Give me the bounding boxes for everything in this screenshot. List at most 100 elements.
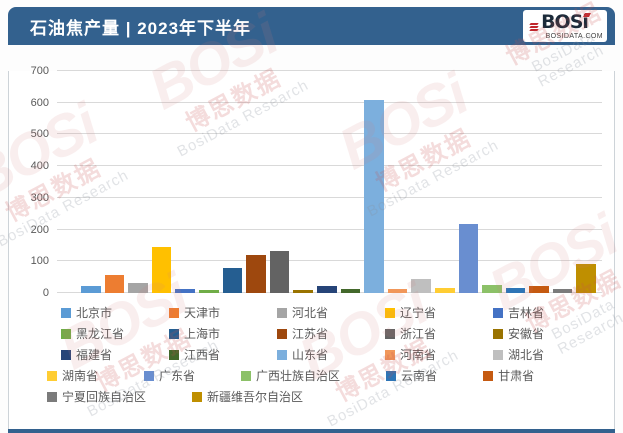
y-axis-tick-label: 0 xyxy=(42,287,49,299)
logo-stripes-icon xyxy=(529,22,539,31)
legend-swatch xyxy=(61,349,71,360)
chart-bar xyxy=(411,279,431,293)
legend-item: 浙江省 xyxy=(385,325,493,342)
logo-domain: BOSIDATA.COM xyxy=(545,32,603,40)
gridline xyxy=(57,133,602,135)
legend-swatch xyxy=(61,307,71,318)
legend-swatch xyxy=(493,307,503,318)
legend-label: 上海市 xyxy=(184,327,221,341)
legend-item: 河北省 xyxy=(277,304,385,321)
chart-bar xyxy=(364,99,384,293)
chart-bar xyxy=(482,285,502,293)
legend-label: 江苏省 xyxy=(292,327,329,341)
logo-text-i: i xyxy=(582,10,589,33)
chart-bar xyxy=(293,290,313,293)
chart-bar xyxy=(505,287,526,293)
legend-swatch xyxy=(385,307,395,318)
legend-label: 山东省 xyxy=(292,348,329,362)
bosi-logo: BOS i BOSIDATA.COM xyxy=(523,10,607,42)
legend-swatch xyxy=(61,328,71,339)
legend-swatch xyxy=(277,328,287,339)
page-title: 石油焦产量 | 2023年下半年 xyxy=(30,18,252,38)
legend-row: 黑龙江省 上海市 江苏省 浙江省 安徽省 xyxy=(9,323,614,344)
legend-item: 福建省 xyxy=(61,346,169,363)
legend-label: 广西壮族自治区 xyxy=(256,369,341,383)
legend-item: 黑龙江省 xyxy=(61,325,169,342)
legend-row: 北京市 天津市 河北省 辽宁省 吉林省 xyxy=(9,302,614,323)
chart-bar xyxy=(458,223,479,293)
plot-area: 0 100 200 300 400 500 600 700 xyxy=(31,65,602,299)
chart-bar xyxy=(269,250,290,293)
gridline xyxy=(57,260,602,262)
legend-swatch xyxy=(169,328,179,339)
y-axis-tick-label: 500 xyxy=(30,128,49,141)
gridline xyxy=(57,101,602,103)
legend-item: 安徽省 xyxy=(493,325,601,342)
legend-swatch xyxy=(385,349,395,360)
y-axis-tick-label: 300 xyxy=(30,191,49,204)
gridline xyxy=(57,228,602,230)
bosi-logo-wordmark: BOS i xyxy=(529,10,589,33)
gridline xyxy=(57,70,602,71)
legend-swatch xyxy=(47,391,57,402)
legend-item: 河南省 xyxy=(385,346,493,363)
chart-bar xyxy=(198,290,219,293)
logo-text: BOS xyxy=(541,10,583,33)
chart-bar xyxy=(434,287,455,293)
legend-label: 云南省 xyxy=(401,369,438,383)
legend-label: 广东省 xyxy=(159,369,196,383)
legend-label: 安徽省 xyxy=(508,327,545,341)
legend-label: 福建省 xyxy=(76,348,113,362)
legend-label: 辽宁省 xyxy=(400,306,437,320)
chart-bar xyxy=(81,286,101,293)
legend-label: 吉林省 xyxy=(508,306,545,320)
legend-item: 江西省 xyxy=(169,346,277,363)
chart-bar xyxy=(316,285,337,293)
legend-item: 辽宁省 xyxy=(385,304,493,321)
legend-swatch xyxy=(169,349,179,360)
header-bar: 石油焦产量 | 2023年下半年 BOS i BOSIDATA.COM xyxy=(8,7,615,45)
legend-row: 宁夏回族自治区 新疆维吾尔自治区 xyxy=(9,386,614,407)
legend-row: 福建省 江西省 山东省 河南省 湖北省 xyxy=(9,344,614,365)
legend-swatch xyxy=(483,370,494,381)
legend-item: 吉林省 xyxy=(493,304,601,321)
gridline xyxy=(57,196,602,198)
legend-item: 湖南省 xyxy=(47,367,98,384)
gridline xyxy=(57,165,602,167)
legend-label: 河北省 xyxy=(292,306,329,320)
legend-swatch xyxy=(386,370,397,381)
bars-group xyxy=(81,41,597,293)
legend-label: 天津市 xyxy=(184,306,221,320)
legend-label: 浙江省 xyxy=(400,327,437,341)
legend-swatch xyxy=(241,370,252,381)
legend-item: 广东省 xyxy=(144,367,195,384)
chart-bar xyxy=(151,247,172,293)
y-axis-tick-label: 600 xyxy=(30,96,49,109)
legend-label: 湖南省 xyxy=(62,369,99,383)
legend-label: 黑龙江省 xyxy=(76,327,125,341)
legend-swatch xyxy=(144,370,155,381)
chart-bar xyxy=(246,254,266,293)
chart-bar xyxy=(552,288,573,293)
legend-label: 新疆维吾尔自治区 xyxy=(207,390,304,404)
y-axis-tick-label: 200 xyxy=(30,223,49,236)
legend-label: 河南省 xyxy=(400,348,437,362)
chart-bar xyxy=(104,274,125,293)
legend-swatch xyxy=(169,307,179,318)
legend-row: 湖南省 广东省 广西壮族自治区 云南省 甘肃省 xyxy=(9,365,614,386)
y-axis-tick-label: 700 xyxy=(30,65,49,77)
legend-swatch xyxy=(493,328,503,339)
legend-swatch xyxy=(277,349,287,360)
chart-bar xyxy=(576,264,597,293)
chart-card: 石油焦产量 | 2023年下半年 BOS i BOSIDATA.COM 0 100… xyxy=(8,7,615,433)
legend-label: 北京市 xyxy=(76,306,113,320)
chart-bar xyxy=(387,288,408,293)
legend-swatch xyxy=(493,349,503,360)
legend-swatch xyxy=(47,370,57,381)
chart-bar xyxy=(529,286,549,293)
chart-panel: 0 100 200 300 400 500 600 700 北京市 天津市 河北省 辽宁省 吉林省 黑龙… xyxy=(8,65,615,429)
legend-item: 甘肃省 xyxy=(483,367,534,384)
legend-label: 宁夏回族自治区 xyxy=(62,390,147,404)
legend-item: 天津市 xyxy=(169,304,277,321)
